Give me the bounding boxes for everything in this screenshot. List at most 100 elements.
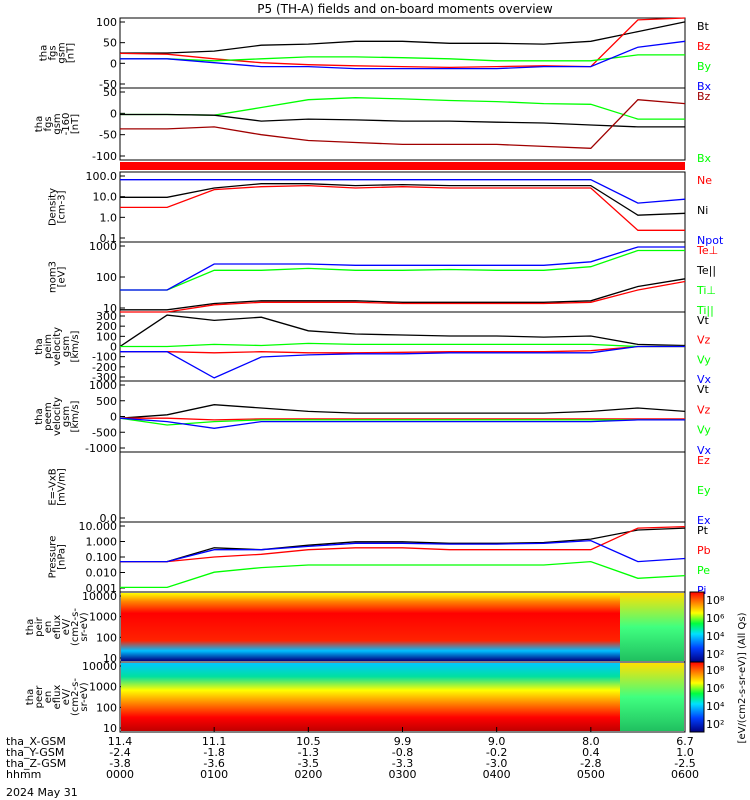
y-axis-label: -160 [61, 113, 72, 136]
y-axis-label: eV/ [61, 688, 72, 705]
y-axis-label: peem [43, 402, 54, 430]
y-axis-label: Pressure [48, 536, 59, 579]
colorbar-tick-label: 10⁶ [706, 682, 725, 695]
series-line-Vx [120, 345, 685, 379]
y-tick-label: 1000 [89, 681, 117, 694]
y-axis-label: tha [34, 338, 45, 354]
panel-frame [119, 311, 686, 382]
y-tick-label: -1000 [85, 442, 117, 455]
y-axis-label: [km/s] [70, 400, 81, 432]
panels-group: 100500-50thafgsgsm[nT]BtBzByBx500-50-100… [25, 16, 725, 735]
time-axis-value: 0100 [200, 768, 228, 781]
series-line-Bz [120, 99, 686, 149]
time-axis-row-label: tha_X-GSM [6, 735, 66, 748]
y-axis-label: tha [34, 408, 45, 424]
series-line-Ne [120, 184, 685, 231]
y-axis-label: [km/s] [70, 330, 81, 362]
series-line-Npot [120, 179, 686, 204]
time-axis-value: -2.4 [109, 746, 130, 759]
series-line-Vz [120, 345, 685, 354]
y-axis-label: gsm [52, 113, 63, 134]
legend-entry: Pe [697, 564, 710, 577]
time-axis-value: -3.6 [203, 757, 224, 770]
y-tick-label: -100 [92, 150, 117, 163]
panel-frame [119, 380, 686, 453]
y-axis-label: [cm-3] [57, 190, 68, 223]
panel-frame [119, 17, 686, 89]
time-axis-value: 11.4 [108, 735, 133, 748]
y-axis-label: E=-VxB [48, 468, 59, 505]
series-line-Vy [119, 417, 685, 426]
y-tick-label: 100 [96, 631, 117, 644]
time-axis-value: -3.0 [486, 757, 507, 770]
y-tick-label: -500 [92, 426, 117, 439]
series-line-Vx [119, 417, 685, 429]
series-line-Pb [120, 525, 686, 563]
legend-entry: Vz [697, 403, 711, 416]
time-axis-value: -0.8 [392, 746, 413, 759]
y-axis-label: peir [34, 616, 45, 636]
y-axis-label: (cm2-s- [70, 608, 81, 646]
legend-entry: Bz [697, 90, 711, 103]
legend-entry: Vt [697, 314, 710, 327]
colorbar [689, 591, 705, 663]
time-axis-value: -0.2 [486, 746, 507, 759]
series-line-Pt [120, 527, 686, 563]
y-tick-label: 1.0 [100, 211, 118, 224]
spectrogram-magnetosphere [620, 663, 684, 731]
y-axis-label: en [43, 691, 54, 704]
series-line-Te⊥ [120, 280, 686, 313]
series-line-Vy [120, 342, 685, 348]
y-axis-label: tha [34, 116, 45, 132]
time-axis-value: 9.0 [488, 735, 506, 748]
legend-entry: By [697, 60, 712, 73]
time-axis-footer: tha_X-GSM 11.4 11.1 10.5 9.9 9.0 8.0 6.7 tha_Y-G… [6, 727, 699, 781]
colorbar-tick-label: 10⁴ [706, 630, 725, 643]
y-axis-label: tha [39, 45, 50, 61]
y-tick-label: 300 [96, 310, 117, 323]
series-line-Vt [119, 404, 686, 419]
y-tick-label: 0 [110, 411, 117, 424]
legend-entry: Vx [697, 373, 712, 386]
series-line-By [120, 54, 685, 62]
time-axis-value: -1.3 [298, 746, 319, 759]
colorbar-label: [eV/(cm2-s-sr-eV)] (All Qs) [737, 612, 748, 743]
y-tick-label: 10 [103, 722, 117, 735]
legend-entry: Ex [697, 514, 711, 527]
y-axis-label: peer [34, 685, 45, 709]
y-tick-label: 0 [110, 341, 117, 354]
legend-entry: Vz [697, 334, 711, 347]
y-axis-label: gsm [61, 336, 72, 357]
legend-entry: Ni [697, 204, 708, 217]
y-tick-label: 10 [103, 652, 117, 665]
y-tick-label: 0.1 [100, 232, 118, 245]
legend-entry: Bt [697, 20, 710, 33]
time-axis-value: -1.8 [203, 746, 224, 759]
y-tick-label: 100 [96, 701, 117, 714]
colorbar-tick-label: 10⁸ [706, 594, 725, 607]
colorbar-tick-label: 10⁸ [706, 664, 725, 677]
legend-entry: Bx [697, 152, 712, 165]
y-axis-label: eflux [52, 615, 63, 640]
y-tick-label: 100 [96, 271, 117, 284]
legend-entry: Te⊥ [696, 244, 718, 257]
legend-entry: Pb [697, 544, 711, 557]
y-tick-label: 10 [103, 302, 117, 315]
series-line-Vt [119, 314, 686, 348]
y-axis-label: velocity [52, 397, 63, 436]
legend-entry: Pi [697, 584, 706, 597]
y-tick-label: 200 [96, 320, 117, 333]
time-axis-value: 10.5 [296, 735, 321, 748]
time-axis-value: 0400 [483, 768, 511, 781]
legend-entry: Te|| [696, 264, 716, 277]
y-axis-label: Density [48, 188, 59, 226]
time-axis-value: 0200 [294, 768, 322, 781]
y-tick-label: 0 [110, 107, 117, 120]
y-axis-label: [mV/m] [57, 468, 68, 506]
colorbar-tick-label: 10² [706, 648, 724, 661]
y-axis-label: eflux [52, 685, 63, 710]
y-tick-label: 1.000 [86, 536, 118, 549]
y-tick-label: -50 [99, 129, 117, 142]
panel-frame [119, 451, 686, 523]
